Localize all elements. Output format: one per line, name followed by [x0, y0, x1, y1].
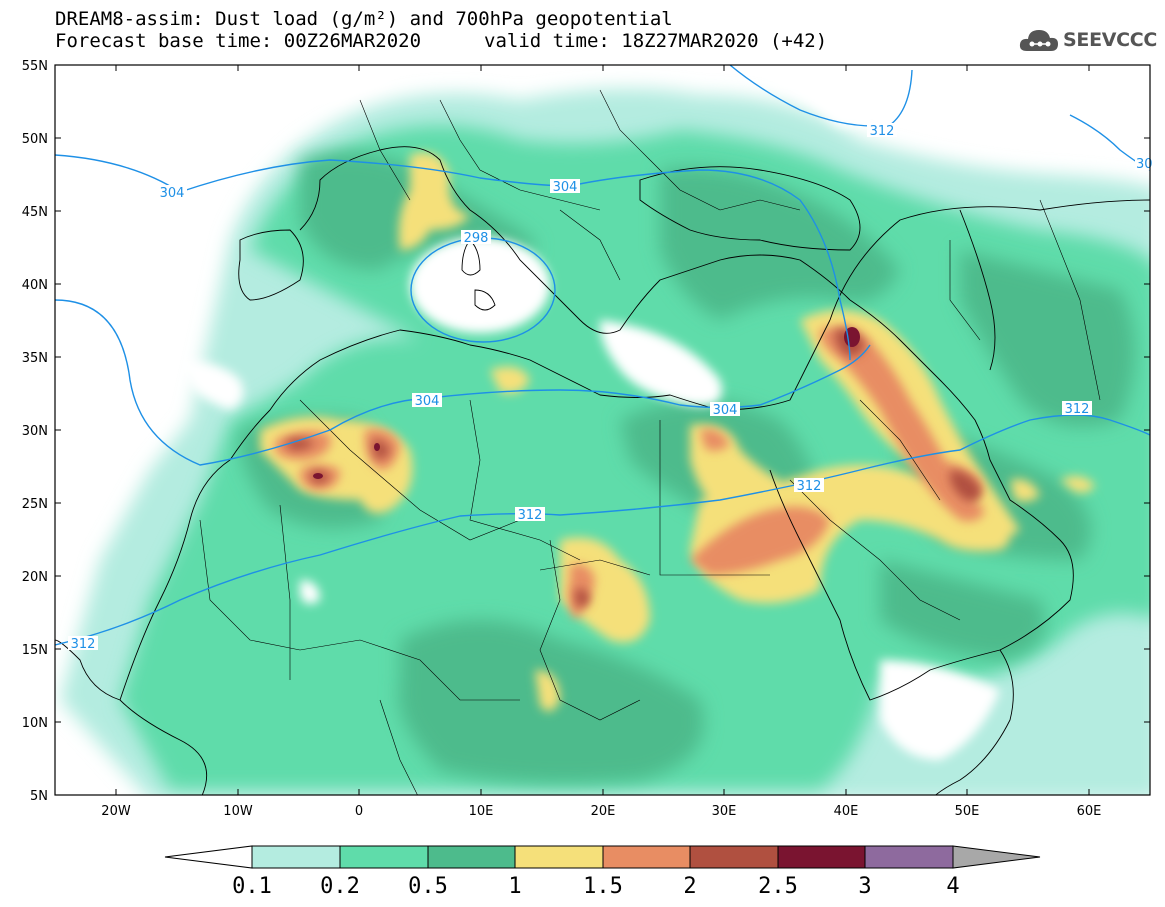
svg-text:312: 312 [518, 508, 543, 523]
colorbar-segment [777, 845, 866, 869]
lat-label: 35N [22, 351, 48, 366]
lat-label: 15N [22, 643, 48, 658]
svg-text:312: 312 [1065, 402, 1090, 417]
latitude-labels: 55N 50N 45N 40N 35N 30N 25N 20N 15N 10N … [22, 59, 48, 800]
lon-label: 50E [955, 804, 980, 819]
colorbar-segment [864, 845, 954, 869]
svg-text:304: 304 [713, 403, 738, 418]
map-title: DREAM8-assim: Dust load (g/m²) and 700hP… [55, 8, 673, 30]
logo-text: SEEVCCC [1063, 29, 1158, 51]
contour-label: 304 [412, 393, 442, 409]
lon-label: 20W [101, 804, 131, 819]
svg-text:30: 30 [1136, 157, 1153, 172]
contour-label: 304 [710, 402, 740, 418]
lat-label: 50N [22, 132, 48, 147]
lon-label: 10E [469, 804, 494, 819]
valid-time: valid time: 18Z27MAR2020 (+42) [484, 30, 828, 52]
dust-map: 304 312 304 298 304 304 312 312 312 312 … [22, 59, 1153, 800]
colorbar-high-arrow [952, 845, 1041, 869]
colorbar-segment [339, 845, 429, 869]
contour-label: 30 [1135, 156, 1153, 172]
lat-label: 25N [22, 497, 48, 512]
colorbar-label: 2 [683, 874, 696, 899]
axis-ticks [55, 64, 1150, 796]
colorbar-label: 1 [508, 874, 521, 899]
contour-label: 312 [794, 478, 824, 494]
svg-text:304: 304 [415, 394, 440, 409]
lon-label: 10W [223, 804, 253, 819]
contour-labels: 304 312 304 298 304 304 312 312 312 312 … [68, 123, 1153, 652]
lat-label: 45N [22, 205, 48, 220]
colorbar-segment [427, 845, 516, 869]
colorbar-label: 3 [858, 874, 871, 899]
contour-label: 312 [867, 123, 897, 139]
lon-label: 0 [355, 804, 363, 819]
colorbar-label: 0.2 [320, 874, 360, 899]
colorbar-segment [251, 845, 341, 869]
lon-label: 20E [591, 804, 616, 819]
country-borders [199, 89, 1101, 795]
coastlines [55, 146, 1150, 795]
svg-text:298: 298 [464, 231, 489, 246]
dust-field [55, 65, 1150, 795]
colorbar-segment [514, 845, 604, 869]
lat-label: 20N [22, 570, 48, 585]
svg-text:312: 312 [870, 124, 895, 139]
colorbar-label: 1.5 [583, 874, 623, 899]
svg-text:304: 304 [160, 186, 185, 201]
cloud-icon [1019, 30, 1058, 51]
colorbar-segment [602, 845, 691, 869]
contour-label: 312 [68, 636, 98, 652]
colorbar-label: 0.1 [232, 874, 272, 899]
contour-label: 312 [515, 507, 545, 523]
lon-label: 30E [712, 804, 737, 819]
colorbar-labels: 0.1 0.2 0.5 1 1.5 2 2.5 3 4 [232, 874, 960, 899]
svg-text:304: 304 [553, 180, 578, 195]
lat-label: 55N [22, 59, 48, 74]
colorbar-label: 0.5 [408, 874, 448, 899]
colorbar-segment [689, 845, 779, 869]
lat-label: 10N [22, 716, 48, 731]
map-subtitle: Forecast base time: 00Z26MAR2020 valid ti… [55, 30, 827, 52]
contour-label: 304 [157, 185, 187, 201]
lon-label: 60E [1077, 804, 1102, 819]
contour-label: 304 [550, 179, 580, 195]
contour-label: 298 [461, 230, 491, 246]
colorbar-label: 2.5 [758, 874, 798, 899]
lat-label: 30N [22, 424, 48, 439]
colorbar-label: 4 [946, 874, 959, 899]
svg-text:312: 312 [797, 479, 822, 494]
lat-label: 40N [22, 278, 48, 293]
seevccc-logo: SEEVCCC [1018, 26, 1157, 54]
svg-text:312: 312 [71, 637, 96, 652]
lat-label: 5N [30, 789, 48, 800]
colorbar [164, 845, 1041, 869]
forecast-base-time: Forecast base time: 00Z26MAR2020 [55, 30, 422, 52]
lon-label: 40E [834, 804, 859, 819]
contour-label: 312 [1062, 401, 1092, 417]
longitude-labels: 20W 10W 0 10E 20E 30E 40E 50E 60E [101, 804, 1101, 819]
colorbar-low-arrow [164, 845, 253, 869]
